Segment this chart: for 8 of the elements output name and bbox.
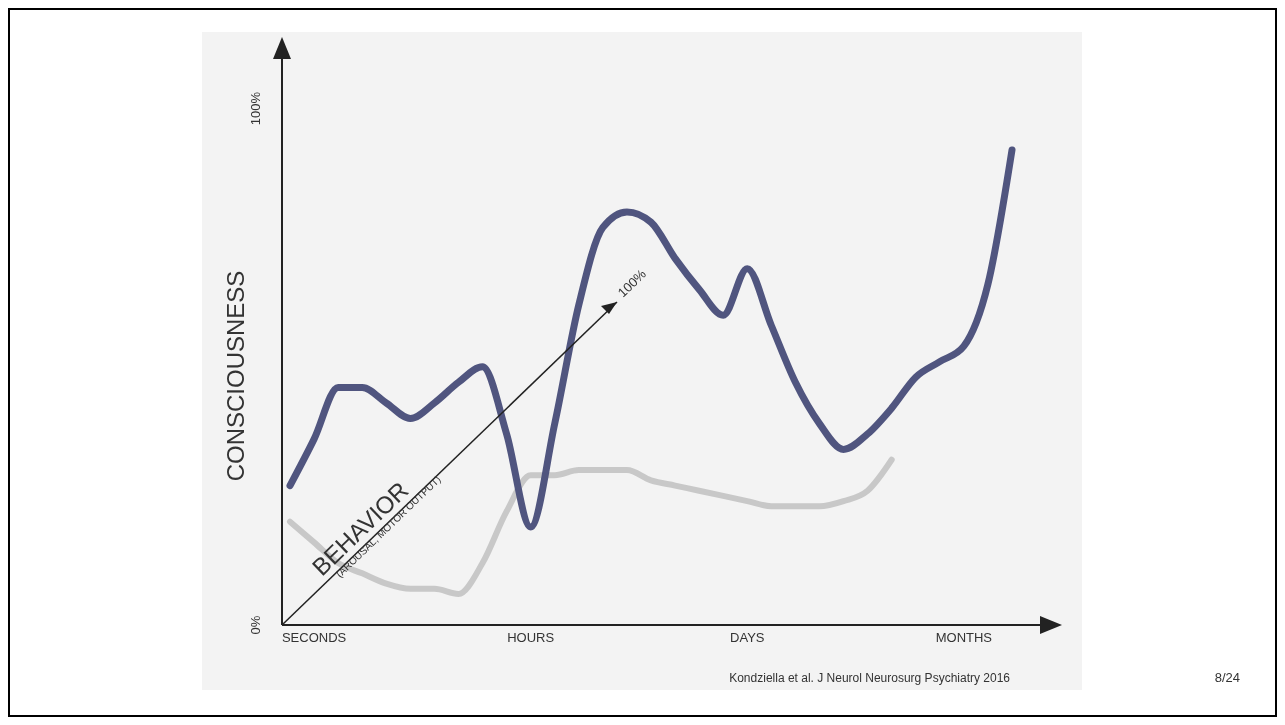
x-tick-label: HOURS — [507, 630, 555, 646]
x-tick-label: MONTHS — [935, 630, 993, 646]
text: Kondziella et al. J Neurol Neurosurg Psychiatry 2016 — [729, 671, 1011, 685]
text: 8/24 — [1214, 670, 1240, 685]
x-tick-label: SECONDS — [281, 630, 347, 646]
y-tick-label: 0% — [248, 615, 263, 635]
y-axis-title: CONSCIOUSNESS — [222, 270, 249, 482]
x-tick-label: DAYS — [730, 630, 765, 646]
